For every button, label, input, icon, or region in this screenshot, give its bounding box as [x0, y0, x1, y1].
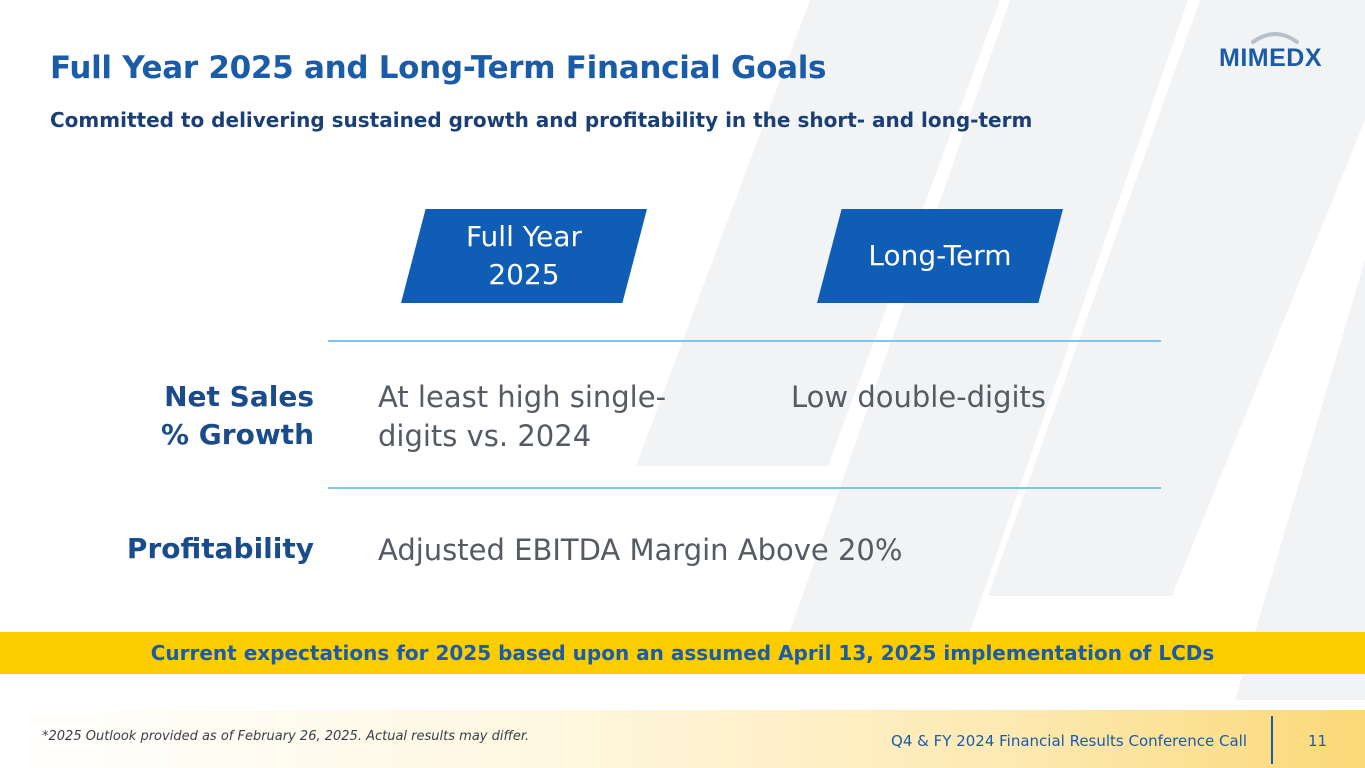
footer-event-label: Q4 & FY 2024 Financial Results Conferenc…: [891, 732, 1247, 750]
column-header-full-year: Full Year 2025: [401, 209, 647, 303]
company-logo: MIMEDX: [1213, 28, 1333, 76]
row-label-line: Profitability: [126, 532, 314, 565]
logo-mark-icon: [1251, 32, 1329, 70]
expectations-banner: Current expectations for 2025 based upon…: [0, 632, 1365, 674]
footer-divider: [1271, 716, 1273, 764]
profitability-value: Adjusted EBITDA Margin Above 20%: [378, 533, 903, 567]
page-number: 11: [1308, 732, 1328, 750]
background-stripe: [780, 0, 1188, 660]
footnote: *2025 Outlook provided as of February 26…: [42, 729, 530, 744]
row-label-net-sales: Net Sales % Growth: [161, 378, 314, 454]
column-header-line: 2025: [488, 258, 560, 291]
row-label-profitability: Profitability: [127, 530, 314, 568]
background-stripe: [1235, 260, 1365, 700]
slide-subtitle: Committed to delivering sustained growth…: [50, 108, 1033, 132]
net-sales-full-year-value: At least high single- digits vs. 2024: [378, 378, 666, 456]
slide-title: Full Year 2025 and Long-Term Financial G…: [50, 50, 827, 86]
table-divider: [328, 340, 1161, 342]
background-stripe: [988, 0, 1365, 596]
cell-line: At least high single-: [378, 380, 667, 414]
column-header-line: Full Year: [465, 220, 583, 253]
banner-text: Current expectations for 2025 based upon…: [150, 641, 1215, 665]
table-divider: [328, 487, 1161, 489]
background-stripe: [636, 0, 1000, 466]
cell-line: digits vs. 2024: [378, 419, 592, 453]
net-sales-long-term-value: Low double-digits: [791, 380, 1047, 414]
logo-wordmark: MIMEDX: [1219, 44, 1322, 72]
row-label-line: % Growth: [160, 418, 314, 451]
column-header-line: Long-Term: [868, 239, 1012, 272]
column-header-long-term: Long-Term: [817, 209, 1063, 303]
footer-bar: [0, 710, 1365, 768]
row-label-line: Net Sales: [164, 380, 314, 413]
